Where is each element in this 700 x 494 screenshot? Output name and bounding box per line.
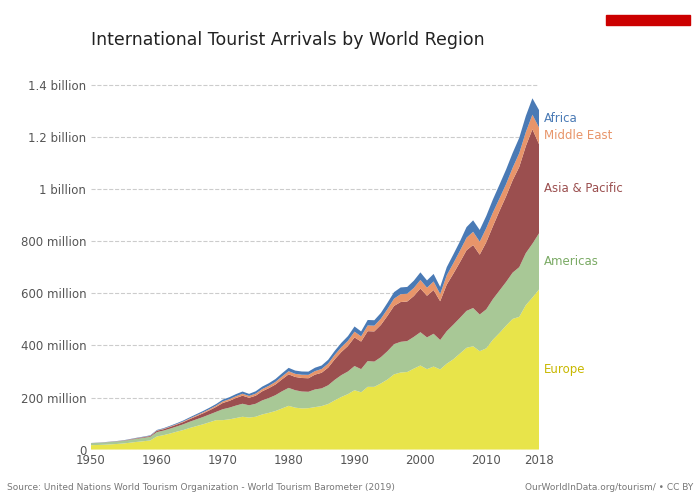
Text: Americas: Americas bbox=[545, 255, 599, 268]
Text: Our World: Our World bbox=[622, 33, 673, 42]
Text: Africa: Africa bbox=[545, 112, 578, 125]
Text: Europe: Europe bbox=[545, 363, 586, 376]
Text: International Tourist Arrivals by World Region: International Tourist Arrivals by World … bbox=[91, 32, 484, 49]
Text: OurWorldInData.org/tourism/ • CC BY: OurWorldInData.org/tourism/ • CC BY bbox=[525, 483, 693, 492]
Text: Source: United Nations World Tourism Organization - World Tourism Barometer (201: Source: United Nations World Tourism Org… bbox=[7, 483, 395, 492]
Bar bbox=[606, 15, 690, 25]
Text: Asia & Pacific: Asia & Pacific bbox=[545, 182, 623, 195]
Text: in Data: in Data bbox=[629, 51, 666, 60]
Text: Middle East: Middle East bbox=[545, 129, 612, 142]
